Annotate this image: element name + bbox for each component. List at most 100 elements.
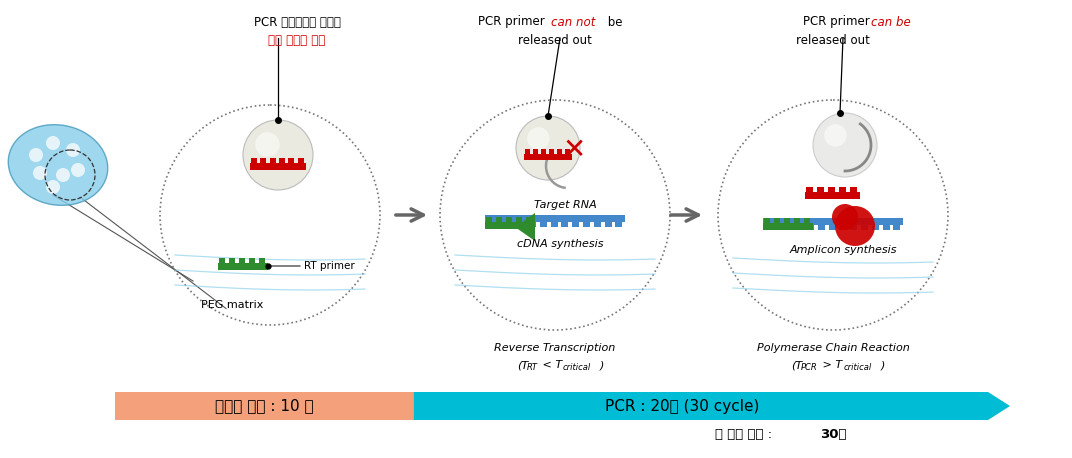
- Bar: [794, 218, 800, 223]
- Bar: [594, 222, 600, 227]
- Text: Reverse Transcription: Reverse Transcription: [494, 343, 615, 353]
- Circle shape: [46, 180, 60, 194]
- Bar: [115, 392, 414, 420]
- Bar: [839, 225, 847, 230]
- Text: PCR primer: PCR primer: [803, 16, 874, 28]
- Bar: [829, 225, 836, 230]
- Text: (T: (T: [517, 360, 528, 370]
- Bar: [526, 217, 532, 222]
- Bar: [506, 217, 512, 222]
- Text: released out: released out: [796, 33, 870, 47]
- Bar: [572, 222, 579, 227]
- Bar: [485, 222, 535, 229]
- Bar: [775, 225, 781, 230]
- Bar: [533, 149, 538, 154]
- Circle shape: [33, 166, 47, 180]
- Text: 역전사 과정 : 10 분: 역전사 과정 : 10 분: [214, 398, 313, 414]
- Bar: [882, 225, 890, 230]
- Bar: [260, 158, 266, 163]
- Bar: [288, 158, 295, 163]
- Text: Polymerase Chain Reaction: Polymerase Chain Reaction: [757, 343, 909, 353]
- Bar: [565, 149, 570, 154]
- Text: be: be: [604, 16, 623, 28]
- Bar: [485, 215, 625, 222]
- Bar: [279, 158, 285, 163]
- Bar: [828, 187, 835, 192]
- Bar: [872, 225, 879, 230]
- Text: RT primer: RT primer: [304, 261, 355, 271]
- Bar: [784, 218, 790, 223]
- Bar: [251, 158, 257, 163]
- Bar: [250, 163, 306, 170]
- Bar: [562, 222, 568, 227]
- Text: can not: can not: [551, 16, 595, 28]
- Circle shape: [832, 204, 858, 230]
- Text: (T: (T: [791, 360, 802, 370]
- Bar: [298, 158, 303, 163]
- Bar: [218, 263, 268, 270]
- Bar: [850, 225, 858, 230]
- Text: 30분: 30분: [820, 429, 847, 442]
- Bar: [549, 149, 554, 154]
- Bar: [850, 187, 858, 192]
- Text: ): ): [881, 360, 885, 370]
- Bar: [219, 258, 225, 263]
- Polygon shape: [515, 213, 535, 241]
- Bar: [583, 222, 590, 227]
- Text: RT: RT: [527, 364, 538, 372]
- Bar: [839, 187, 846, 192]
- Bar: [508, 222, 515, 227]
- Bar: [556, 149, 562, 154]
- Text: cDNA synthesis: cDNA synthesis: [517, 239, 604, 249]
- Ellipse shape: [9, 125, 107, 205]
- Bar: [269, 158, 276, 163]
- Circle shape: [527, 127, 550, 150]
- Bar: [516, 217, 522, 222]
- Text: PCR : 20분 (30 cycle): PCR : 20분 (30 cycle): [605, 398, 759, 414]
- Bar: [496, 217, 502, 222]
- Circle shape: [56, 168, 70, 182]
- Bar: [605, 222, 611, 227]
- Text: 총 소요 시간 :: 총 소요 시간 :: [715, 429, 776, 442]
- Circle shape: [255, 132, 280, 157]
- Circle shape: [66, 143, 80, 157]
- Bar: [519, 222, 525, 227]
- Text: critical: critical: [844, 364, 873, 372]
- Bar: [615, 222, 623, 227]
- Bar: [496, 222, 504, 227]
- Text: > T: > T: [819, 360, 843, 370]
- Text: ✕: ✕: [563, 136, 585, 164]
- Text: can be: can be: [870, 16, 911, 28]
- Bar: [763, 223, 813, 230]
- Bar: [763, 218, 903, 225]
- Text: Amplicon synthesis: Amplicon synthesis: [789, 245, 897, 255]
- Polygon shape: [414, 392, 1010, 420]
- Circle shape: [516, 116, 580, 180]
- Circle shape: [243, 120, 313, 190]
- Bar: [796, 225, 803, 230]
- Bar: [806, 187, 813, 192]
- Bar: [540, 222, 547, 227]
- Circle shape: [813, 113, 877, 177]
- Text: ): ): [600, 360, 605, 370]
- Bar: [249, 258, 255, 263]
- Bar: [229, 258, 235, 263]
- Circle shape: [824, 124, 847, 147]
- Text: 온도 감응성 소재: 온도 감응성 소재: [268, 33, 326, 47]
- Bar: [774, 218, 780, 223]
- Bar: [486, 217, 492, 222]
- Text: PCR 프라이머가 포함된: PCR 프라이머가 포함된: [254, 16, 341, 28]
- Bar: [764, 225, 771, 230]
- Bar: [525, 149, 530, 154]
- Bar: [540, 149, 546, 154]
- Bar: [893, 225, 900, 230]
- Bar: [551, 222, 557, 227]
- Text: < T: < T: [539, 360, 562, 370]
- Text: released out: released out: [518, 33, 592, 47]
- Circle shape: [71, 163, 85, 177]
- Bar: [239, 258, 245, 263]
- Text: PCR primer: PCR primer: [478, 16, 549, 28]
- Bar: [786, 225, 792, 230]
- Text: critical: critical: [563, 364, 592, 372]
- Bar: [764, 218, 770, 223]
